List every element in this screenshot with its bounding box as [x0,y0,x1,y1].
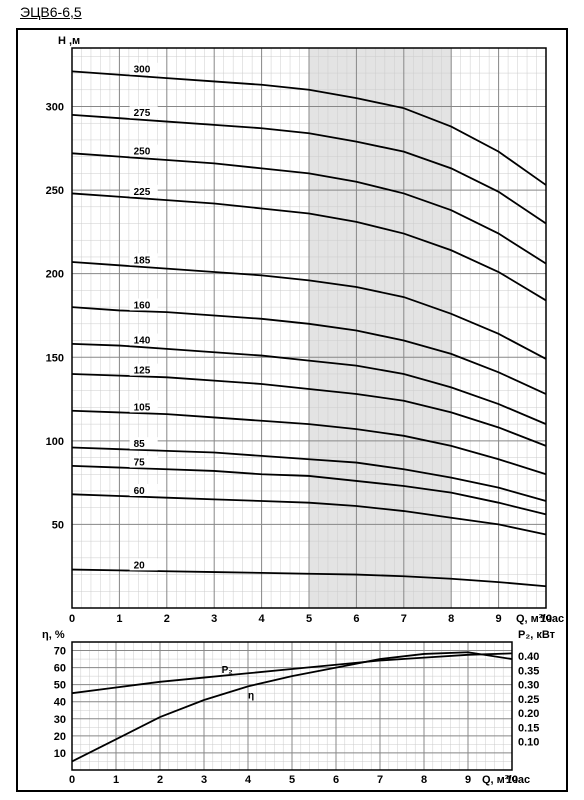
y-tick: 150 [46,352,64,364]
x-tick: 8 [448,613,454,625]
x-axis-label: Q, м³/час [516,613,564,625]
curve-label-125: 125 [134,366,151,377]
lower-x-tick: 6 [333,774,339,786]
curve-label-300: 300 [134,65,151,76]
p2-tick: 0.10 [518,737,539,749]
curve-label-275: 275 [134,108,151,119]
lower-x-axis-label: Q, м³/час [482,774,530,786]
y-tick: 50 [52,519,64,531]
curve-label-20: 20 [134,560,146,571]
eta-tick: 40 [54,697,66,709]
lower-x-tick: 4 [245,774,252,786]
p2-tick: 0.40 [518,651,539,663]
y-tick: 250 [46,185,64,197]
x-tick: 5 [306,613,312,625]
p2-label: P₂ [222,665,233,676]
curve-label-185: 185 [134,255,151,266]
curve-label-75: 75 [134,458,146,469]
lower-x-tick: 7 [377,774,383,786]
curve-label-140: 140 [134,336,151,347]
p2-axis-label: P₂, кВт [518,629,556,641]
curve-label-225: 225 [134,187,151,198]
x-tick: 0 [69,613,75,625]
curve-label-85: 85 [134,439,146,450]
eta-tick: 70 [54,646,66,658]
lower-x-tick: 1 [113,774,119,786]
y-tick: 200 [46,269,64,281]
lower-x-tick: 2 [157,774,163,786]
page-title: ЭЦВ6-6,5 [20,4,82,20]
x-tick: 7 [401,613,407,625]
eta-tick: 60 [54,663,66,675]
curve-label-60: 60 [134,486,146,497]
chart-svg: 01234567891050100150200250300H ,мQ, м³/ч… [18,30,566,790]
y-tick: 100 [46,436,64,448]
eta-tick: 20 [54,731,66,743]
y-tick: 300 [46,102,64,114]
x-tick: 4 [259,613,266,625]
p2-tick: 0.15 [518,722,539,734]
x-tick: 9 [496,613,502,625]
eta-tick: 50 [54,680,66,692]
x-tick: 6 [353,613,359,625]
eta-axis-label: η, % [42,629,65,641]
lower-x-tick: 9 [465,774,471,786]
eta-tick: 30 [54,714,66,726]
x-tick: 2 [164,613,170,625]
eta-label: η [248,690,254,701]
lower-x-tick: 0 [69,774,75,786]
lower-x-tick: 8 [421,774,427,786]
p2-tick: 0.35 [518,665,539,677]
x-tick: 1 [116,613,122,625]
lower-x-tick: 5 [289,774,295,786]
p2-tick: 0.20 [518,708,539,720]
y-axis-label: H ,м [58,35,80,47]
curve-label-105: 105 [134,402,151,413]
eta-tick: 10 [54,748,66,760]
curve-label-160: 160 [134,300,151,311]
lower-x-tick: 3 [201,774,207,786]
x-tick: 3 [211,613,217,625]
curve-label-250: 250 [134,147,151,158]
p2-tick: 0.25 [518,694,539,706]
p2-tick: 0.30 [518,680,539,692]
chart-frame: 01234567891050100150200250300H ,мQ, м³/ч… [16,28,568,792]
